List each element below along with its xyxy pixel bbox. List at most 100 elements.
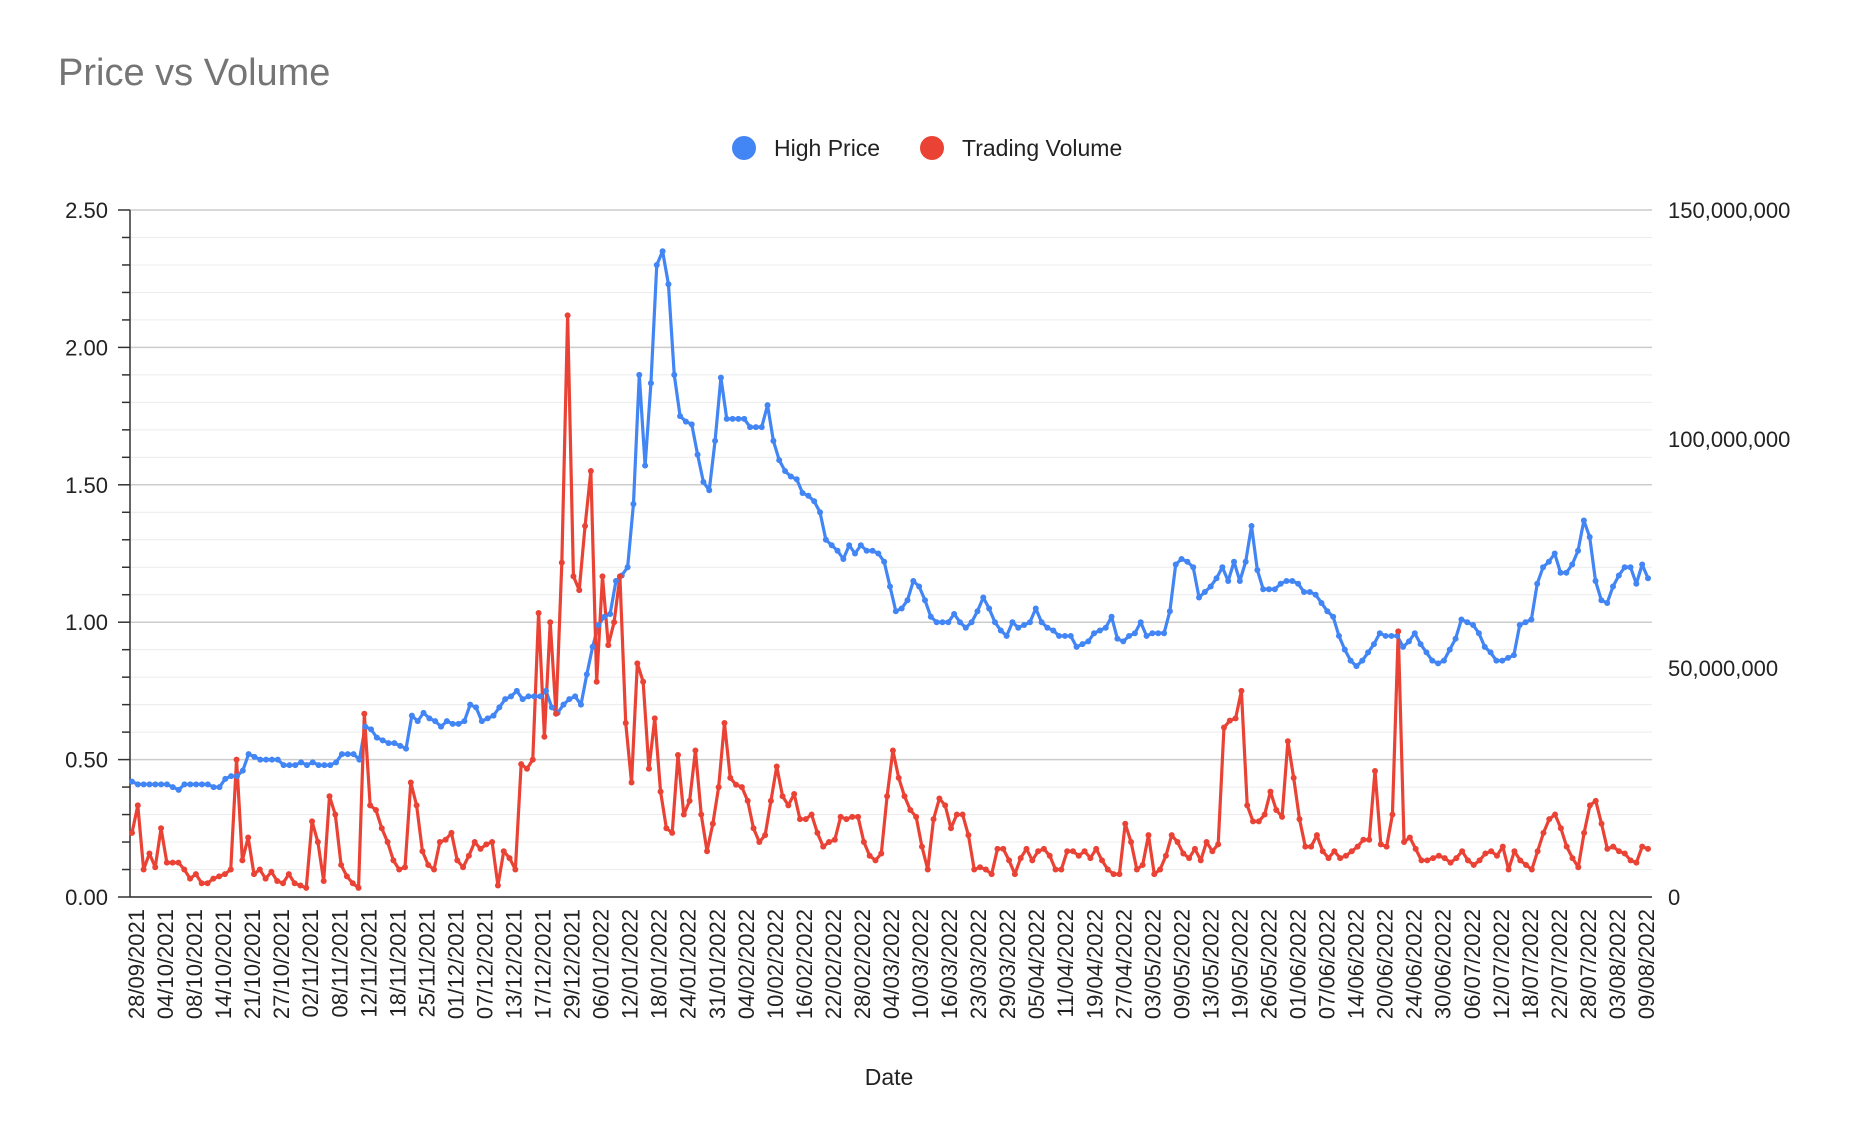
trading-volume-point [297,882,304,889]
x-axis-tick-label: 04/10/2021 [153,909,178,1019]
x-axis-tick-label: 24/01/2022 [676,909,701,1019]
high-price-point [1452,635,1459,642]
trading-volume-point [355,884,362,891]
trading-volume-point [1511,848,1518,855]
high-price-point [327,762,334,769]
high-price-point [636,371,643,378]
trading-volume-point [1017,855,1024,862]
high-price-point [712,437,719,444]
trading-volume-point [175,859,182,866]
high-price-point [1091,630,1098,637]
high-price-point [1615,572,1622,579]
trading-volume-point [1052,866,1059,873]
high-price-point [612,577,619,584]
high-price-point [1423,649,1430,656]
x-axis-tick-label: 19/05/2022 [1227,909,1252,1019]
trading-volume-point [547,619,554,626]
high-price-point [537,693,544,700]
high-price-point [752,424,759,431]
high-price-point [560,701,567,708]
trading-volume-point [500,848,507,855]
high-price-point [916,583,923,590]
trading-volume-point [953,811,960,818]
trading-volume-point [1453,855,1460,862]
high-price-point [1108,613,1115,620]
trading-volume-point [1499,843,1506,850]
trading-volume-point [512,866,519,873]
high-price-point [735,415,742,422]
trading-volume-point [820,843,827,850]
trading-volume-point [1581,829,1588,836]
trading-volume-point [1552,811,1559,818]
high-price-point [1225,577,1232,584]
trading-volume-point [1191,845,1198,852]
trading-volume-point [1430,855,1437,862]
high-price-point [1633,580,1640,587]
x-axis-tick-label: 23/03/2022 [966,909,991,1019]
trading-volume-point [1046,852,1053,859]
high-price-point [875,550,882,557]
high-price-point [245,751,252,758]
high-price-point [1505,654,1512,661]
high-price-point [1586,534,1593,541]
high-price-point [741,415,748,422]
trading-volume-point [1610,843,1617,850]
trading-volume-point [465,852,472,859]
legend[interactable]: High Price Trading Volume [732,135,1122,161]
high-price-point [158,781,165,788]
trading-volume-point [1493,852,1500,859]
trading-volume-point [436,839,443,846]
high-price-point [747,424,754,431]
high-price-point [484,715,491,722]
high-price-point [1545,558,1552,565]
trading-volume-point [1069,848,1076,855]
trading-volume-point [611,619,618,626]
trading-volume-point [1255,818,1262,825]
high-price-point [1143,632,1150,639]
trading-volume-point [1517,857,1524,864]
trading-volume-point [1523,861,1530,868]
trading-volume-point [843,816,850,823]
trading-volume-point [1186,855,1193,862]
trading-volume-point [901,793,908,800]
trading-volume-point [936,795,943,802]
high-price-point [921,597,928,604]
high-price-point [163,781,170,788]
trading-volume-point [959,811,966,818]
high-price-point [776,457,783,464]
high-price-point [927,613,934,620]
high-price-point [175,786,182,793]
trading-volume-point [523,765,530,772]
x-axis-tick-label: 12/01/2022 [618,909,643,1019]
high-price-point [1499,657,1506,664]
high-price-point [1114,635,1121,642]
trading-volume-point [826,839,833,846]
high-price-point [1149,630,1156,637]
trading-volume-point [401,864,408,871]
trading-volume-point [152,864,159,871]
high-price-point [805,492,812,499]
trading-volume-point [239,857,246,864]
trading-volume-point [146,850,153,857]
x-axis-tick-label: 08/11/2021 [327,909,352,1017]
trading-volume-point [1470,861,1477,868]
high-price-point [1405,638,1412,645]
trading-volume-point [674,752,681,759]
high-price-point [280,762,287,769]
left-axis-tick-label: 2.50 [65,198,108,223]
high-price-point [1254,566,1261,573]
trading-volume-point [866,852,873,859]
high-price-point [1435,660,1442,667]
trading-volume-point [855,813,862,820]
trading-volume-point [698,811,705,818]
high-price-point [962,624,969,631]
trading-volume-point [733,781,740,788]
x-axis-tick-label: 14/10/2021 [211,909,236,1019]
high-price-point [233,773,240,780]
trading-volume-point [1412,845,1419,852]
high-price-point [1475,630,1482,637]
trading-volume-point [529,756,536,763]
high-price-point [1032,605,1039,612]
high-price-point [303,762,310,769]
x-axis-tick-label: 04/03/2022 [879,909,904,1019]
